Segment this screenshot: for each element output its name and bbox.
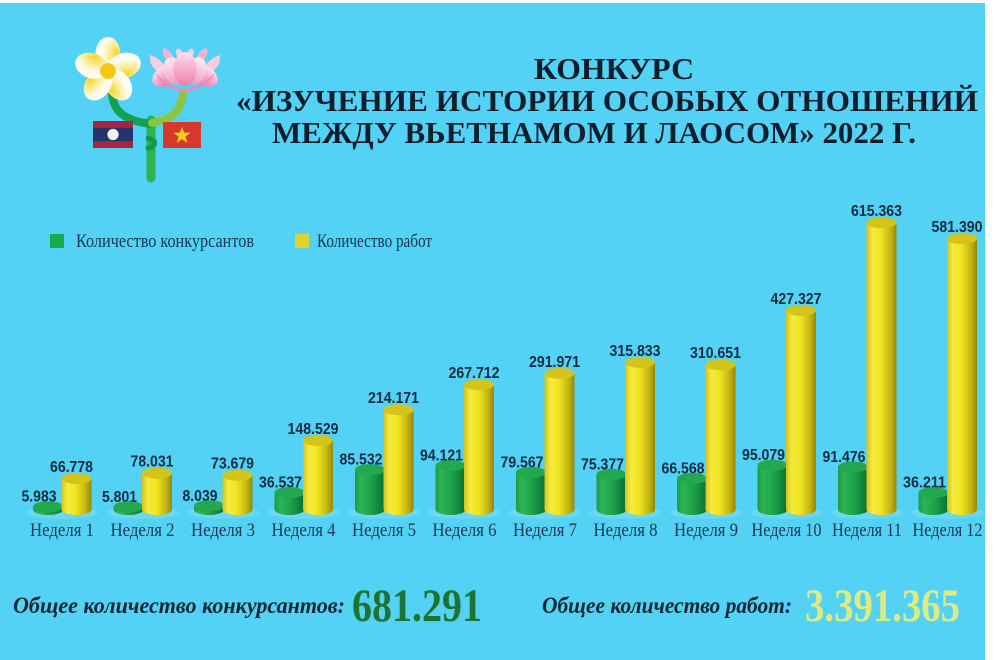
svg-text:Неделя 8: Неделя 8	[594, 520, 658, 541]
svg-text:Неделя 12: Неделя 12	[913, 520, 983, 541]
svg-text:78.031: 78.031	[131, 454, 174, 471]
svg-text:Неделя 9: Неделя 9	[674, 520, 738, 541]
svg-text:681.291: 681.291	[352, 580, 482, 632]
svg-text:615.363: 615.363	[851, 203, 902, 220]
svg-text:Количество конкурсантов: Количество конкурсантов	[76, 231, 254, 252]
svg-text:Неделя 6: Неделя 6	[433, 520, 497, 541]
svg-text:Общее количество работ:: Общее количество работ:	[542, 593, 792, 618]
svg-text:214.171: 214.171	[368, 390, 419, 407]
svg-text:310.651: 310.651	[690, 345, 741, 362]
svg-text:Неделя 2: Неделя 2	[111, 520, 175, 541]
svg-text:3.391.365: 3.391.365	[805, 580, 960, 632]
svg-text:Общее количество конкурсантов:: Общее количество конкурсантов:	[13, 593, 345, 618]
svg-text:66.778: 66.778	[50, 459, 93, 476]
svg-text:Неделя 4: Неделя 4	[272, 520, 336, 541]
svg-text:Неделя 11: Неделя 11	[832, 520, 902, 541]
svg-text:КОНКУРС: КОНКУРС	[534, 51, 694, 86]
svg-text:581.390: 581.390	[932, 219, 983, 236]
svg-text:Неделя 3: Неделя 3	[191, 520, 255, 541]
svg-text:427.327: 427.327	[771, 291, 822, 308]
svg-text:267.712: 267.712	[449, 365, 500, 382]
svg-text:«ИЗУЧЕНИЕ ИСТОРИИ ОСОБЫХ ОТНОШ: «ИЗУЧЕНИЕ ИСТОРИИ ОСОБЫХ ОТНОШЕНИЙ	[236, 83, 978, 118]
svg-text:Неделя 1: Неделя 1	[30, 520, 94, 541]
svg-text:Неделя 10: Неделя 10	[752, 520, 822, 541]
svg-text:Количество работ: Количество работ	[317, 231, 433, 252]
svg-text:Неделя 7: Неделя 7	[513, 520, 577, 541]
svg-text:315.833: 315.833	[610, 343, 661, 360]
svg-text:291.971: 291.971	[529, 354, 580, 371]
svg-text:Неделя 5: Неделя 5	[352, 520, 416, 541]
svg-text:148.529: 148.529	[288, 421, 339, 438]
svg-text:73.679: 73.679	[211, 456, 254, 473]
svg-text:МЕЖДУ ВЬЕТНАМОМ И ЛАОСОМ» 2022: МЕЖДУ ВЬЕТНАМОМ И ЛАОСОМ» 2022 Г.	[272, 115, 916, 150]
